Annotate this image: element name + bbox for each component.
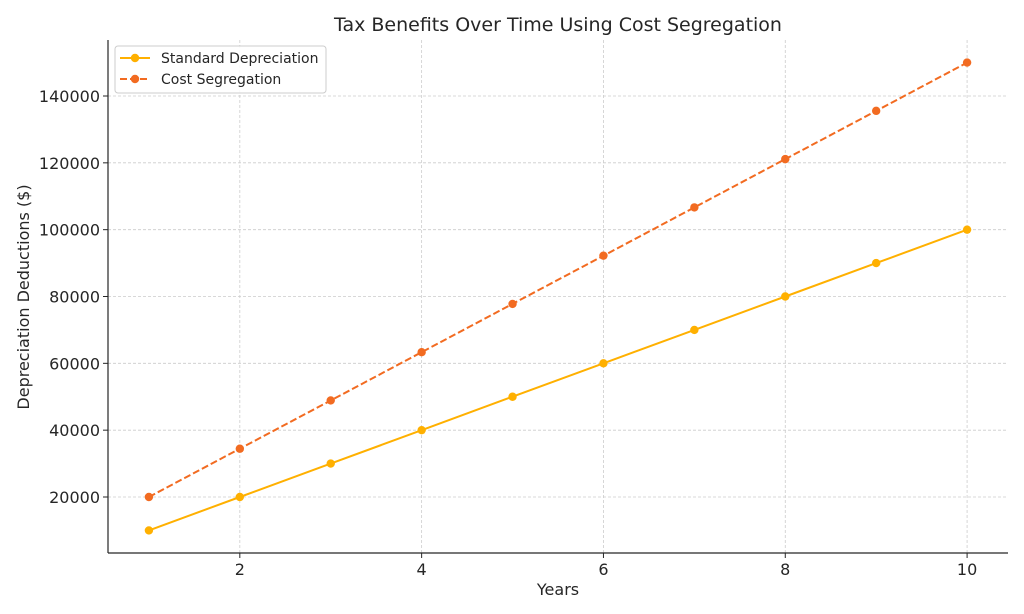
data-point (326, 459, 335, 468)
grid-lines (108, 40, 1008, 553)
legend-entry-standard-depreciation: Standard Depreciation (120, 51, 318, 67)
data-point (326, 396, 335, 405)
series-layer (144, 58, 972, 535)
x-ticks: 2 4 6 8 10 (235, 553, 977, 579)
data-point (417, 425, 426, 435)
x-tick-label: 10 (957, 560, 977, 579)
x-tick-label: 4 (417, 560, 427, 579)
data-point (781, 154, 790, 164)
y-tick-label: 60000 (49, 354, 100, 373)
y-tick-label: 140000 (39, 87, 100, 106)
data-point (235, 492, 245, 502)
data-point (144, 526, 154, 535)
data-point (962, 58, 972, 67)
x-axis-label: Years (536, 580, 579, 599)
legend-frame (114, 45, 327, 94)
data-point (690, 325, 699, 335)
data-point (690, 203, 699, 212)
legend-marker-cost-segregation (130, 74, 140, 84)
data-point (417, 347, 426, 357)
legend: Standard Depreciation Cost Segregation (114, 45, 327, 94)
x-tick-label: 6 (598, 560, 608, 579)
data-point (599, 359, 608, 368)
legend-marker-standard (130, 53, 140, 63)
y-tick-label: 120000 (39, 154, 100, 173)
y-tick-label: 100000 (39, 221, 100, 240)
y-ticks: 20000 40000 60000 80000 100000 120000 140000 (39, 87, 108, 507)
data-point (508, 392, 517, 401)
data-point (144, 492, 154, 502)
y-tick-label: 40000 (49, 421, 100, 440)
data-point (508, 299, 517, 309)
data-point (599, 251, 608, 260)
data-point (962, 225, 972, 234)
chart-title: Tax Benefits Over Time Using Cost Segreg… (333, 14, 782, 36)
series-line (148, 228, 968, 532)
y-tick-label: 80000 (49, 288, 100, 307)
data-point (781, 292, 790, 301)
data-point (871, 258, 881, 268)
legend-label-cost-segregation: Cost Segregation (161, 72, 281, 88)
series-cost-segregation (144, 58, 972, 502)
series-standard-depreciation (144, 225, 972, 535)
data-point (871, 106, 881, 116)
legend-label-standard: Standard Depreciation (161, 51, 318, 67)
x-tick-label: 8 (780, 560, 790, 579)
y-axis-label: Depreciation Deductions ($) (14, 184, 33, 409)
legend-entry-cost-segregation: Cost Segregation (120, 72, 281, 88)
series-line (148, 61, 968, 498)
data-point (235, 444, 245, 453)
x-tick-label: 2 (235, 560, 245, 579)
y-tick-label: 20000 (49, 488, 100, 507)
